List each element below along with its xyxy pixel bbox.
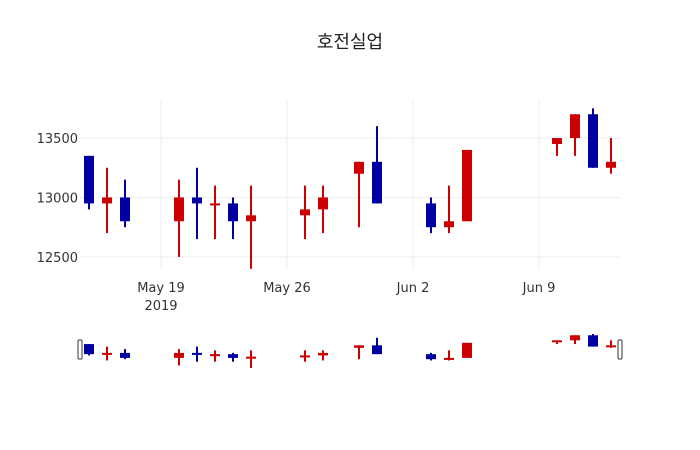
range-slider-candle: [210, 350, 220, 362]
y-tick-label: 13500: [37, 132, 78, 147]
candle[interactable]: [120, 179, 130, 228]
candle[interactable]: [570, 114, 580, 156]
x-tick-label: May 19: [137, 281, 185, 296]
range-slider-candle: [444, 350, 454, 361]
candle[interactable]: [246, 185, 256, 269]
candle[interactable]: [606, 138, 616, 174]
range-slider-candle: [426, 352, 436, 361]
range-slider-candle: [462, 342, 472, 358]
range-slider-candle: [372, 337, 382, 355]
candle[interactable]: [300, 185, 310, 240]
candle[interactable]: [588, 108, 598, 168]
range-slider-candle: [120, 349, 130, 360]
range-slider-candle: [552, 340, 562, 345]
candle[interactable]: [444, 185, 454, 234]
y-axis: 12500 13000 13500: [37, 132, 78, 266]
x-tick-year-label: 2019: [144, 299, 177, 314]
candle[interactable]: [84, 155, 94, 210]
candle[interactable]: [318, 185, 328, 234]
range-slider-candle: [192, 346, 202, 362]
range-slider-candle: [102, 346, 112, 361]
x-tick-label: Jun 2: [396, 281, 430, 296]
range-slider-candle: [84, 344, 94, 356]
range-slider-right-handle[interactable]: [617, 339, 623, 360]
candle[interactable]: [192, 167, 202, 240]
range-slider-left-handle[interactable]: [77, 339, 83, 360]
range-slider-candle: [174, 349, 184, 366]
y-tick-label: 13000: [37, 191, 78, 206]
candle[interactable]: [354, 161, 364, 228]
candles-main[interactable]: [84, 108, 616, 269]
candle[interactable]: [552, 138, 562, 156]
range-slider-candle: [606, 340, 616, 348]
grid-lines: [80, 100, 620, 270]
range-slider-candle: [246, 350, 256, 368]
range-slider-candle: [318, 350, 328, 361]
range-slider-candle: [354, 345, 364, 360]
range-slider-candle: [588, 334, 598, 347]
x-axis: May 19 2019 May 26 Jun 2 Jun 9: [137, 281, 555, 314]
range-slider-candle: [300, 350, 310, 362]
candle[interactable]: [228, 197, 238, 240]
chart-title: 호전실업: [316, 32, 384, 53]
y-tick-label: 12500: [37, 251, 78, 266]
candle[interactable]: [462, 149, 472, 222]
x-tick-label: May 26: [263, 281, 311, 296]
x-tick-label: Jun 9: [522, 281, 556, 296]
candle[interactable]: [426, 197, 436, 234]
candle[interactable]: [102, 167, 112, 234]
candle[interactable]: [174, 179, 184, 257]
candle[interactable]: [372, 126, 382, 204]
candle[interactable]: [210, 185, 220, 240]
range-slider-candle: [570, 335, 580, 345]
range-slider[interactable]: [77, 334, 623, 368]
range-slider-candle: [228, 352, 238, 362]
